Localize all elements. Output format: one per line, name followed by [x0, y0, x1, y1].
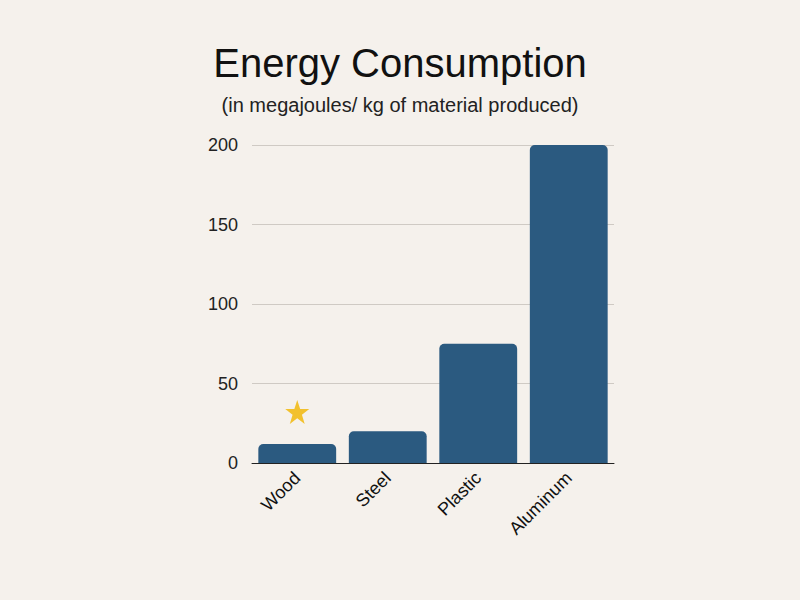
- svg-text:Steel: Steel: [352, 468, 395, 511]
- svg-text:100: 100: [208, 294, 238, 314]
- svg-text:Wood: Wood: [257, 468, 304, 515]
- svg-text:0: 0: [228, 453, 238, 473]
- svg-text:150: 150: [208, 215, 238, 235]
- svg-text:50: 50: [218, 374, 238, 394]
- svg-text:Plastic: Plastic: [434, 468, 486, 520]
- svg-text:200: 200: [208, 135, 238, 155]
- svg-text:(in megajoules/ kg of material: (in megajoules/ kg of material produced): [222, 94, 579, 116]
- svg-text:Aluminum: Aluminum: [505, 468, 576, 539]
- svg-text:Energy Consumption: Energy Consumption: [213, 41, 587, 85]
